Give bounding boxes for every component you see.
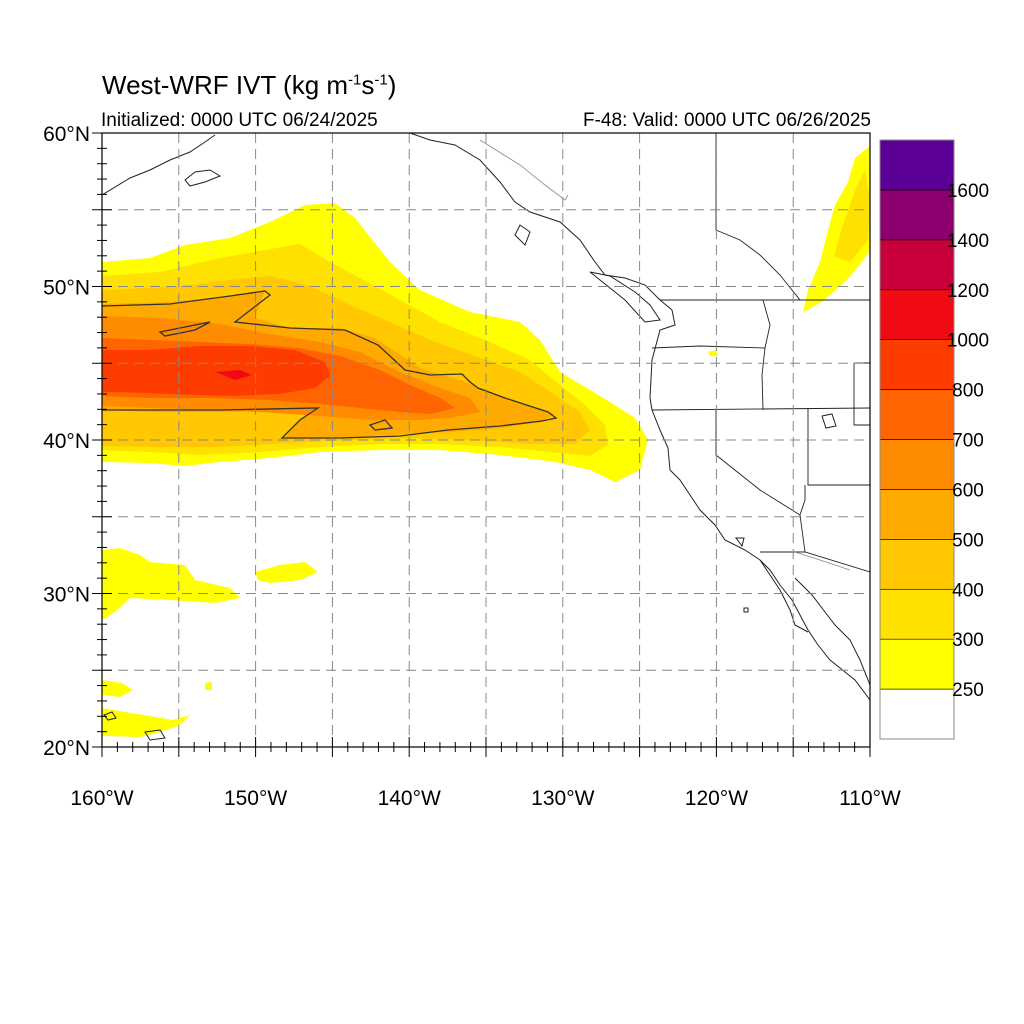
ivt-patch-sub-5 — [205, 682, 212, 690]
lon-label: 110°W — [839, 787, 901, 810]
lon-label: 130°W — [531, 787, 594, 810]
colorbar-swatch — [879, 688, 955, 740]
province-lines — [479, 139, 851, 571]
lon-label: 140°W — [378, 787, 441, 810]
colorbar-swatch — [879, 339, 955, 390]
ivt-shading — [102, 146, 870, 737]
colorbar-label: 600 — [952, 480, 984, 501]
valid-time: F-48: Valid: 0000 UTC 06/26/2025 — [583, 110, 871, 131]
lat-label: 30°N — [43, 584, 90, 607]
coastlines — [102, 133, 870, 741]
lat-label: 40°N — [43, 430, 90, 453]
colorbar-label: 1200 — [947, 281, 989, 302]
ivt-band-1000 — [215, 370, 252, 380]
colorbar-swatch — [879, 439, 955, 490]
colorbar-label: 250 — [952, 680, 984, 701]
colorbar-label: 500 — [952, 530, 984, 551]
colorbar — [879, 139, 955, 740]
ivt-patch-sub-1 — [102, 548, 240, 620]
ivt-patch-bc-inner — [834, 170, 870, 262]
lon-label: 160°W — [70, 787, 133, 810]
lat-label: 20°N — [43, 737, 90, 760]
ivt-band-800 — [102, 346, 330, 396]
colorbar-swatch — [879, 489, 955, 540]
ivt-contour-500-inner-2 — [368, 419, 394, 431]
colorbar-swatch — [879, 289, 955, 340]
ivt-contour-500-inner — [158, 321, 211, 337]
colorbar-frame — [879, 139, 955, 740]
colorbar-label: 800 — [952, 381, 984, 402]
graticule — [102, 133, 870, 747]
colorbar-label: 1400 — [947, 231, 989, 252]
colorbar-swatch — [879, 389, 955, 440]
colorbar-swatch — [879, 588, 955, 640]
ivt-patch-sub-2 — [255, 562, 318, 583]
ivt-patch-sub-4 — [102, 708, 190, 737]
longitude-labels: 160°W 150°W 140°W 130°W 120°W 110°W — [70, 787, 901, 810]
colorbar-labels: 250 300 400 500 600 700 800 1000 1200 1400 1600 — [947, 181, 989, 701]
ivt-patch-sub-6 — [708, 350, 718, 356]
ivt-contour-500 — [102, 290, 558, 439]
colorbar-label: 1600 — [947, 181, 989, 202]
lon-label: 150°W — [224, 787, 287, 810]
lat-label: 60°N — [43, 123, 90, 146]
colorbar-swatch — [879, 638, 955, 690]
colorbar-swatch — [879, 539, 955, 590]
colorbar-swatch — [879, 239, 955, 291]
colorbar-label: 400 — [952, 580, 984, 601]
colorbar-label: 1000 — [947, 331, 989, 352]
ivt-patch-bc — [803, 146, 870, 312]
axis-ticks — [92, 132, 871, 757]
ivt-patch-sub-3 — [102, 680, 133, 697]
lon-label: 120°W — [685, 787, 748, 810]
lat-label: 50°N — [43, 277, 90, 300]
colorbar-label: 300 — [952, 630, 984, 651]
latitude-labels: 20°N 30°N 40°N 50°N 60°N — [43, 123, 90, 760]
colorbar-label: 700 — [952, 431, 984, 452]
colorbar-swatch — [879, 139, 955, 191]
colorbar-swatch — [879, 189, 955, 241]
map-title: West-WRF IVT (kg m-1s-1) — [102, 70, 397, 100]
initialized-time: Initialized: 0000 UTC 06/24/2025 — [101, 110, 378, 131]
